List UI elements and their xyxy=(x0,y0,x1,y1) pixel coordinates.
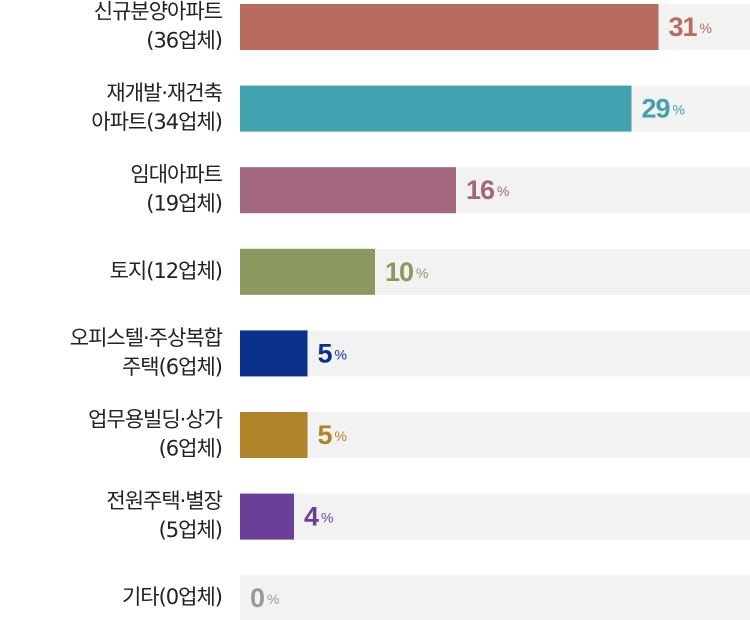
category-label: 전원주택·별장 xyxy=(106,489,222,513)
value-unit: % xyxy=(700,20,712,36)
category-label: (19업체) xyxy=(146,192,222,216)
category-label: 주택(6업체) xyxy=(122,355,222,379)
value-label: 0% xyxy=(250,583,279,613)
category-label: (36업체) xyxy=(146,29,222,53)
value-number: 5 xyxy=(318,420,333,450)
bar-track xyxy=(240,575,750,620)
bar-track xyxy=(240,412,750,458)
value-number: 5 xyxy=(318,339,333,369)
bar xyxy=(240,412,308,458)
category-label: (5업체) xyxy=(159,518,222,542)
value-number: 0 xyxy=(250,583,264,613)
category-label: 업무용빌딩·상가 xyxy=(88,408,223,432)
bar-track xyxy=(240,493,750,540)
value-label: 16% xyxy=(466,175,509,205)
value-label: 5% xyxy=(318,339,347,369)
bar xyxy=(240,4,659,50)
bar-track xyxy=(240,330,750,377)
bar xyxy=(240,493,294,540)
category-label: 신규분양아파트 xyxy=(94,0,223,24)
value-unit: % xyxy=(335,346,347,362)
category-label: 재개발·재건축 xyxy=(106,81,222,105)
category-label: (6업체) xyxy=(159,437,222,461)
value-unit: % xyxy=(673,101,685,117)
value-unit: % xyxy=(321,509,333,525)
category-label: 아파트(34업체) xyxy=(91,110,222,134)
bar xyxy=(240,248,375,295)
value-unit: % xyxy=(416,265,428,281)
value-unit: % xyxy=(497,183,509,199)
value-number: 16 xyxy=(466,175,495,205)
value-number: 10 xyxy=(385,257,413,287)
bar xyxy=(240,167,456,214)
category-label: 임대아파트 xyxy=(130,163,222,187)
value-label: 4% xyxy=(304,502,333,532)
category-label: 토지(12업체) xyxy=(110,259,222,283)
value-number: 4 xyxy=(304,502,319,532)
value-label: 29% xyxy=(642,94,685,124)
value-label: 5% xyxy=(318,420,347,450)
value-label: 10% xyxy=(385,257,428,287)
value-unit: % xyxy=(335,428,347,444)
value-number: 29 xyxy=(642,94,671,124)
value-label: 31% xyxy=(669,12,712,42)
bar xyxy=(240,85,632,132)
bar xyxy=(240,330,308,377)
category-label: 오피스텔·주상복합 xyxy=(70,326,223,350)
value-unit: % xyxy=(267,591,279,607)
category-label: 기타(0업체) xyxy=(122,585,222,609)
value-number: 31 xyxy=(669,12,698,42)
